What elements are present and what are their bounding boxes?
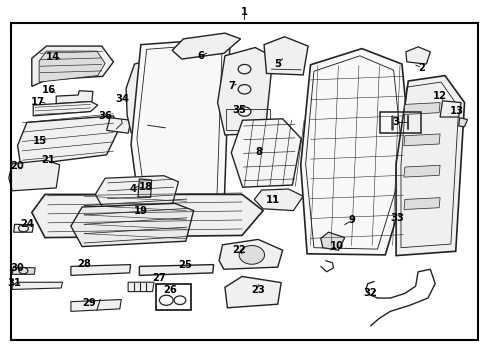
- Polygon shape: [254, 189, 303, 211]
- Polygon shape: [14, 224, 33, 232]
- Text: 12: 12: [432, 91, 446, 102]
- Polygon shape: [217, 48, 272, 135]
- Polygon shape: [403, 103, 439, 114]
- Text: 28: 28: [77, 258, 91, 269]
- Text: 2: 2: [418, 63, 425, 73]
- Ellipse shape: [142, 72, 170, 126]
- Polygon shape: [106, 118, 131, 133]
- Polygon shape: [32, 194, 263, 238]
- Polygon shape: [264, 37, 307, 75]
- Polygon shape: [403, 165, 439, 177]
- Text: 5: 5: [273, 59, 280, 69]
- Text: 11: 11: [265, 195, 280, 205]
- Bar: [380, 112, 420, 133]
- Text: 14: 14: [45, 52, 60, 62]
- Text: 33: 33: [389, 213, 403, 223]
- Text: 9: 9: [348, 215, 355, 225]
- Text: 17: 17: [31, 96, 45, 107]
- Polygon shape: [39, 51, 105, 82]
- Polygon shape: [139, 265, 213, 275]
- Text: 4: 4: [129, 184, 136, 194]
- Polygon shape: [458, 118, 467, 127]
- Text: 13: 13: [449, 106, 463, 116]
- Polygon shape: [403, 198, 439, 210]
- Text: 32: 32: [363, 288, 377, 298]
- Polygon shape: [131, 40, 229, 217]
- Text: 20: 20: [10, 161, 24, 171]
- Bar: [155, 284, 190, 310]
- Polygon shape: [12, 282, 62, 289]
- Polygon shape: [71, 300, 121, 311]
- Text: 26: 26: [163, 285, 177, 295]
- Bar: [11, 23, 477, 340]
- Text: 18: 18: [139, 182, 152, 192]
- Text: 21: 21: [41, 155, 55, 165]
- Polygon shape: [223, 58, 248, 81]
- Polygon shape: [12, 267, 35, 274]
- Polygon shape: [138, 179, 151, 197]
- Text: 19: 19: [134, 206, 147, 216]
- Text: 25: 25: [178, 260, 191, 270]
- Text: 15: 15: [33, 136, 47, 146]
- Polygon shape: [95, 176, 178, 212]
- Text: 36: 36: [98, 111, 112, 121]
- Text: 7: 7: [228, 81, 235, 91]
- Ellipse shape: [239, 246, 264, 264]
- Polygon shape: [405, 47, 429, 64]
- Text: 8: 8: [255, 147, 262, 157]
- Polygon shape: [231, 119, 301, 187]
- Polygon shape: [71, 203, 193, 247]
- Text: 16: 16: [42, 85, 56, 95]
- Polygon shape: [18, 116, 118, 165]
- Text: 3: 3: [392, 117, 399, 127]
- Polygon shape: [320, 232, 344, 250]
- Polygon shape: [300, 49, 411, 255]
- Text: 27: 27: [152, 273, 165, 283]
- Text: 30: 30: [10, 263, 24, 273]
- Polygon shape: [395, 76, 464, 256]
- Text: 23: 23: [251, 285, 264, 295]
- Text: 24: 24: [20, 219, 34, 229]
- Text: 29: 29: [82, 298, 96, 308]
- Polygon shape: [224, 276, 281, 308]
- Text: 34: 34: [115, 94, 129, 104]
- Text: 10: 10: [329, 240, 343, 251]
- Text: 35: 35: [232, 105, 246, 115]
- Text: 6: 6: [197, 51, 203, 61]
- Polygon shape: [172, 33, 240, 59]
- Polygon shape: [439, 101, 460, 117]
- Bar: [225, 109, 269, 130]
- Polygon shape: [71, 265, 130, 275]
- Text: 31: 31: [8, 278, 21, 288]
- Polygon shape: [32, 46, 113, 86]
- Text: 1: 1: [241, 6, 247, 17]
- Polygon shape: [56, 91, 93, 104]
- Polygon shape: [9, 160, 60, 191]
- Polygon shape: [219, 239, 282, 269]
- Polygon shape: [126, 55, 185, 138]
- Text: 22: 22: [231, 245, 245, 255]
- Polygon shape: [403, 134, 439, 146]
- Polygon shape: [128, 282, 154, 292]
- Polygon shape: [33, 102, 98, 116]
